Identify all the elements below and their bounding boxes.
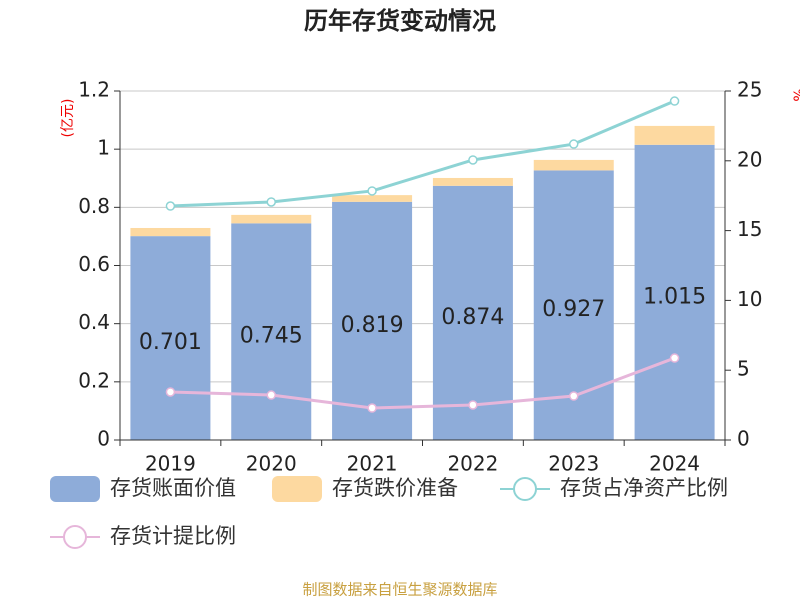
x-tick-label: 2023 <box>548 452 599 476</box>
bar <box>533 159 614 171</box>
y-tick-label: 0 <box>97 427 110 451</box>
line-series <box>170 99 676 208</box>
x-tick-label: 2022 <box>447 452 498 476</box>
legend-swatch <box>63 525 87 549</box>
value-label: 0.819 <box>341 313 404 338</box>
value-label: 0.874 <box>441 305 504 330</box>
line-point <box>165 387 176 397</box>
y-tick-label: 1 <box>97 136 110 160</box>
legend-label: 存货占净资产比例 <box>560 476 728 500</box>
source-note: 制图数据来自恒生聚源数据库 <box>302 581 497 599</box>
line-point <box>367 186 377 196</box>
y-axis-label: (亿元) <box>60 99 76 138</box>
y2-tick-label: 25 <box>737 78 762 102</box>
bar <box>231 223 312 440</box>
bar <box>231 214 312 224</box>
legend-swatch <box>50 476 100 502</box>
bar <box>432 185 513 440</box>
y2-tick-label: 0 <box>737 427 750 451</box>
y2-tick-label: 5 <box>737 357 750 381</box>
legend-swatch <box>272 476 322 502</box>
y2-tick-label: 20 <box>737 147 762 171</box>
line-point <box>266 197 276 207</box>
bar <box>634 125 715 145</box>
bar <box>130 227 211 237</box>
line-point <box>569 139 579 149</box>
y-tick-label: 0.4 <box>78 310 110 334</box>
line-point <box>669 353 680 363</box>
legend-swatch <box>513 477 537 501</box>
bar <box>332 195 413 202</box>
legend-label: 存货计提比例 <box>110 524 236 548</box>
y-tick-label: 1.2 <box>78 78 110 102</box>
x-tick-label: 2019 <box>145 452 196 476</box>
x-tick-label: 2024 <box>649 452 700 476</box>
chart-title: 历年存货变动情况 <box>304 7 496 35</box>
line-point <box>165 201 176 211</box>
value-label: 0.701 <box>139 330 202 355</box>
y2-axis-label: % <box>792 88 800 101</box>
line-series <box>170 356 676 410</box>
bar <box>432 177 513 186</box>
y-tick-label: 0.8 <box>78 194 110 218</box>
bar <box>634 144 715 440</box>
legend-label: 存货账面价值 <box>110 476 236 500</box>
y-tick-label: 0.2 <box>78 368 110 392</box>
bar <box>332 201 413 440</box>
line-point <box>266 390 276 400</box>
x-tick-label: 2020 <box>246 452 297 476</box>
y2-tick-label: 15 <box>737 217 762 241</box>
value-label: 0.927 <box>542 297 605 322</box>
line-point <box>367 403 377 413</box>
value-label: 1.015 <box>643 284 706 309</box>
bar <box>130 236 211 440</box>
line-point <box>468 155 478 165</box>
y-tick-label: 0.6 <box>78 252 110 276</box>
line-point <box>569 391 579 401</box>
value-label: 0.745 <box>240 324 303 349</box>
x-tick-label: 2021 <box>347 452 398 476</box>
legend-label: 存货跌价准备 <box>332 476 458 500</box>
y2-tick-label: 10 <box>737 287 762 311</box>
line-point <box>669 96 680 106</box>
line-point <box>468 400 478 410</box>
